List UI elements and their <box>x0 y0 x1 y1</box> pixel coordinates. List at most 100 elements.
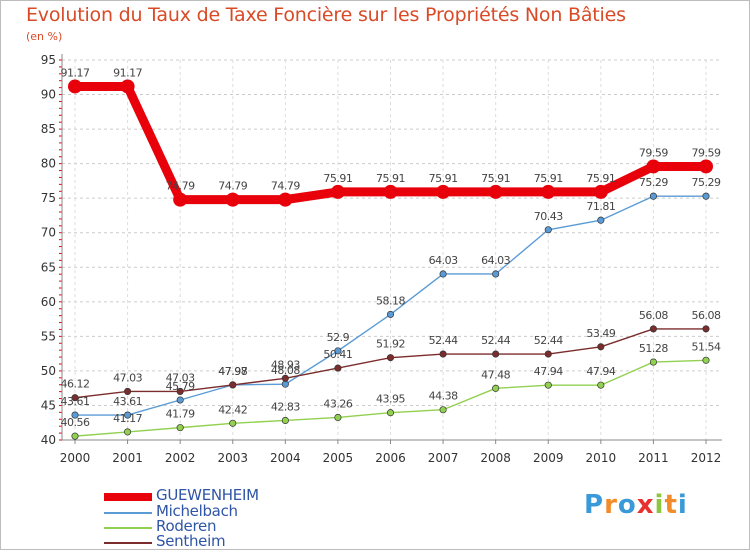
y-tick-label: 55 <box>41 329 56 343</box>
data-point <box>281 380 289 388</box>
data-label: 45.79 <box>166 380 195 393</box>
data-point <box>649 358 657 366</box>
chart-title: Evolution du Taux de Taxe Foncière sur l… <box>26 4 626 26</box>
logo-letter: r <box>604 490 618 520</box>
data-point <box>173 192 188 207</box>
data-label: 75.91 <box>586 172 615 185</box>
x-tick-label: 2005 <box>323 451 354 465</box>
chart-subtitle: (en %) <box>26 30 63 43</box>
legend-label: Roderen <box>156 517 217 535</box>
data-point <box>439 350 447 358</box>
x-tick-label: 2010 <box>586 451 617 465</box>
x-tick-label: 2008 <box>480 451 511 465</box>
data-point <box>702 192 710 200</box>
data-label: 91.17 <box>113 66 142 79</box>
proxiti-logo: Proxiti <box>584 490 688 520</box>
data-point <box>702 325 710 333</box>
logo-letter: o <box>617 490 637 520</box>
data-label: 58.18 <box>376 294 405 307</box>
data-point <box>646 159 661 174</box>
data-label: 74.79 <box>166 180 195 193</box>
data-point <box>71 411 79 419</box>
x-tick-label: 2012 <box>691 451 722 465</box>
data-point <box>597 216 605 224</box>
data-label: 42.83 <box>271 400 300 413</box>
data-label: 43.61 <box>61 395 90 408</box>
data-label: 51.54 <box>692 340 721 353</box>
data-label: 46.12 <box>61 378 90 391</box>
data-point <box>439 406 447 414</box>
data-label: 47.03 <box>166 371 195 384</box>
data-point <box>124 411 132 419</box>
data-label: 64.03 <box>481 254 510 267</box>
data-label: 74.79 <box>271 180 300 193</box>
data-point <box>176 396 184 404</box>
data-point <box>492 384 500 392</box>
legend-label: Sentheim <box>156 532 226 550</box>
data-label: 56.08 <box>639 309 668 322</box>
data-point <box>439 270 447 278</box>
x-tick-label: 2009 <box>533 451 564 465</box>
data-point <box>229 381 237 389</box>
data-point <box>649 325 657 333</box>
x-tick-label: 2002 <box>165 451 196 465</box>
data-point <box>386 354 395 362</box>
data-point <box>597 381 605 389</box>
x-tick-label: 2003 <box>217 451 248 465</box>
data-label: 79.59 <box>639 146 668 159</box>
data-point <box>386 409 395 417</box>
data-label: 47.03 <box>113 371 142 384</box>
data-label: 41.17 <box>113 412 142 425</box>
data-label: 52.9 <box>327 331 350 344</box>
data-label: 43.26 <box>323 397 352 410</box>
data-label: 75.29 <box>692 176 721 189</box>
data-point <box>334 364 342 372</box>
data-point <box>281 374 289 382</box>
x-tick-label: 2004 <box>270 451 301 465</box>
data-point <box>541 184 556 199</box>
data-point <box>436 184 451 199</box>
logo-letter: P <box>584 490 605 520</box>
data-point <box>176 424 184 432</box>
y-tick-label: 70 <box>41 226 56 240</box>
data-label: 41.79 <box>166 408 195 421</box>
data-point <box>229 419 237 427</box>
x-tick-label: 2001 <box>112 451 143 465</box>
data-point <box>330 184 345 199</box>
data-point <box>544 350 552 358</box>
logo-letter: t <box>664 490 678 520</box>
data-point <box>334 413 342 422</box>
x-tick-label: 2000 <box>60 451 91 465</box>
data-point <box>544 226 552 234</box>
data-label: 47.98 <box>218 365 247 378</box>
data-point <box>593 184 608 199</box>
data-label: 43.61 <box>113 395 142 408</box>
data-point <box>386 310 395 318</box>
data-label: 47.48 <box>481 368 510 381</box>
y-tick-label: 65 <box>41 260 56 274</box>
data-label: 48.93 <box>271 358 300 371</box>
y-tick-label: 90 <box>41 88 56 102</box>
data-label: 75.91 <box>481 172 510 185</box>
data-point <box>71 394 79 402</box>
data-label: 64.03 <box>429 254 458 267</box>
logo-letter: x <box>636 490 655 520</box>
data-label: 53.49 <box>586 327 615 340</box>
data-point <box>492 350 500 358</box>
data-point <box>278 192 293 207</box>
data-label: 56.08 <box>692 309 721 322</box>
legend-label: Michelbach <box>156 502 238 520</box>
data-point <box>649 192 657 200</box>
data-label: 48.08 <box>271 364 300 377</box>
data-label: 74.79 <box>218 180 247 193</box>
data-label: 44.38 <box>429 390 458 403</box>
x-tick-label: 2007 <box>428 451 459 465</box>
data-label: 50.41 <box>323 348 352 361</box>
data-label: 75.91 <box>323 172 352 185</box>
y-tick-label: 95 <box>41 53 56 67</box>
data-label: 47.94 <box>586 365 615 378</box>
legend-swatch-sentheim <box>104 542 152 544</box>
data-label: 51.92 <box>376 338 405 351</box>
data-label: 79.59 <box>692 146 721 159</box>
